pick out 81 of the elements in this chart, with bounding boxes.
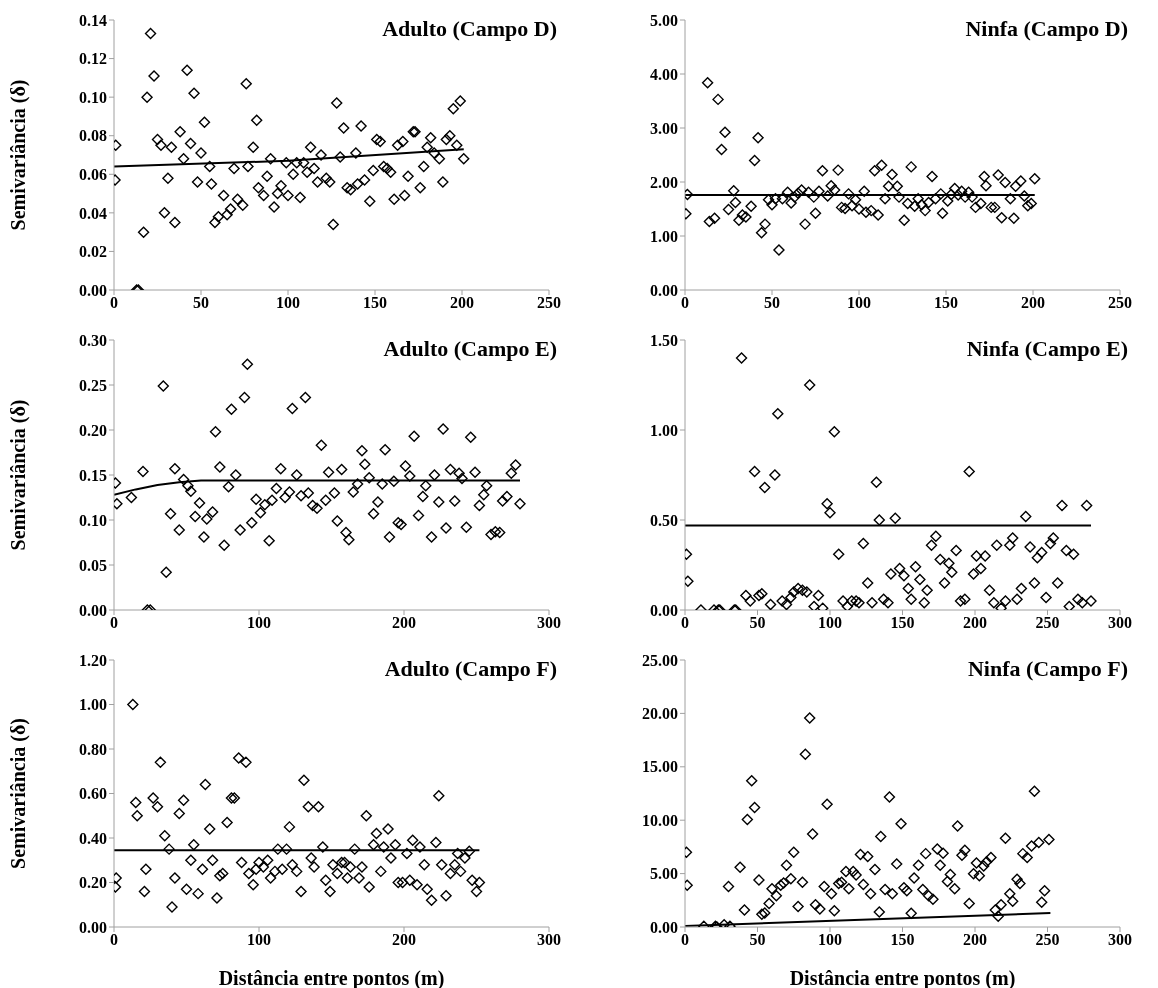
- x-tick-label: 100: [818, 931, 842, 949]
- x-tick-label: 100: [247, 614, 271, 632]
- y-tick-label: 0.00: [79, 601, 107, 619]
- x-tick-label: 0: [681, 614, 689, 632]
- x-tick-label: 200: [450, 294, 474, 312]
- x-tick-label: 300: [1108, 614, 1132, 632]
- x-tick-label: 300: [537, 931, 561, 949]
- x-tick-label: 200: [1021, 294, 1045, 312]
- y-tick-label: 0.00: [650, 281, 678, 299]
- x-tick-label: 50: [749, 614, 766, 632]
- y-tick-label: 0.14: [79, 11, 107, 29]
- y-tick-label: 0.12: [79, 50, 107, 68]
- y-tick-label: 0.08: [79, 127, 107, 145]
- x-tick-label: 250: [1035, 931, 1060, 949]
- y-tick-label: 1.20: [79, 651, 107, 669]
- y-tick-label: 0.80: [79, 740, 107, 758]
- y-tick-label: 0.25: [79, 376, 107, 394]
- y-tick-label: 25.00: [642, 651, 678, 669]
- y-tick-label: 0.06: [79, 165, 107, 183]
- y-tick-label: 0.00: [79, 281, 107, 299]
- chart-title: Ninfa (Campo D): [965, 16, 1128, 42]
- y-tick-label: 0.60: [79, 785, 107, 803]
- y-tick-label: 0.10: [79, 88, 107, 106]
- x-tick-label: 0: [681, 931, 689, 949]
- chart-title: Adulto (Campo F): [384, 656, 557, 682]
- x-tick-label: 0: [110, 614, 118, 632]
- y-axis-title: Semivariância (δ): [7, 718, 31, 869]
- y-tick-label: 0.40: [79, 829, 107, 847]
- y-tick-label: 0.00: [650, 601, 678, 619]
- x-tick-label: 200: [963, 614, 987, 632]
- y-tick-label: 2.00: [650, 173, 678, 191]
- y-tick-label: 1.00: [650, 421, 678, 439]
- x-tick-label: 150: [890, 614, 915, 632]
- x-tick-label: 100: [818, 614, 842, 632]
- y-tick-label: 0.30: [79, 331, 107, 349]
- x-tick-label: 250: [1035, 614, 1060, 632]
- x-tick-label: 50: [749, 931, 766, 949]
- y-tick-label: 10.00: [642, 811, 678, 829]
- y-tick-label: 1.00: [79, 696, 107, 714]
- x-tick-label: 150: [934, 294, 958, 312]
- x-tick-label: 300: [1108, 931, 1132, 949]
- y-tick-label: 1.00: [650, 227, 678, 245]
- y-axis-title: Semivariância (δ): [7, 79, 31, 231]
- x-tick-label: 200: [392, 614, 416, 632]
- y-tick-label: 4.00: [650, 65, 678, 83]
- x-tick-label: 150: [890, 931, 915, 949]
- x-tick-label: 100: [847, 294, 871, 312]
- x-tick-label: 50: [764, 294, 780, 312]
- x-tick-label: 250: [1108, 294, 1132, 312]
- y-tick-label: 0.00: [79, 918, 107, 936]
- x-tick-label: 50: [193, 294, 209, 312]
- chart-title: Adulto (Campo E): [383, 336, 557, 362]
- x-tick-label: 0: [110, 294, 118, 312]
- x-tick-label: 100: [247, 931, 271, 949]
- chart-title: Adulto (Campo D): [382, 16, 557, 42]
- x-tick-label: 0: [681, 294, 689, 312]
- y-tick-label: 0.02: [79, 243, 107, 261]
- y-tick-label: 5.00: [650, 865, 678, 883]
- y-tick-label: 0.15: [79, 466, 107, 484]
- chart-title: Ninfa (Campo E): [966, 336, 1128, 362]
- y-tick-label: 5.00: [650, 11, 678, 29]
- y-tick-label: 0.05: [79, 556, 107, 574]
- x-tick-label: 100: [276, 294, 300, 312]
- x-tick-label: 250: [537, 294, 561, 312]
- x-tick-label: 0: [110, 931, 118, 949]
- y-tick-label: 20.00: [642, 705, 678, 723]
- y-tick-label: 0.04: [79, 204, 107, 222]
- y-tick-label: 0.20: [79, 421, 107, 439]
- y-tick-label: 1.50: [650, 331, 678, 349]
- x-tick-label: 200: [392, 931, 416, 949]
- chart-title: Ninfa (Campo F): [967, 656, 1128, 682]
- x-tick-label: 200: [963, 931, 987, 949]
- x-tick-label: 300: [537, 614, 561, 632]
- x-tick-label: 150: [363, 294, 387, 312]
- y-tick-label: 3.00: [650, 119, 678, 137]
- y-tick-label: 15.00: [642, 758, 678, 776]
- y-tick-label: 0.10: [79, 511, 107, 529]
- y-tick-label: 0.50: [650, 511, 678, 529]
- y-tick-label: 0.00: [650, 918, 678, 936]
- y-tick-label: 0.20: [79, 874, 107, 892]
- y-axis-title: Semivariância (δ): [7, 399, 31, 551]
